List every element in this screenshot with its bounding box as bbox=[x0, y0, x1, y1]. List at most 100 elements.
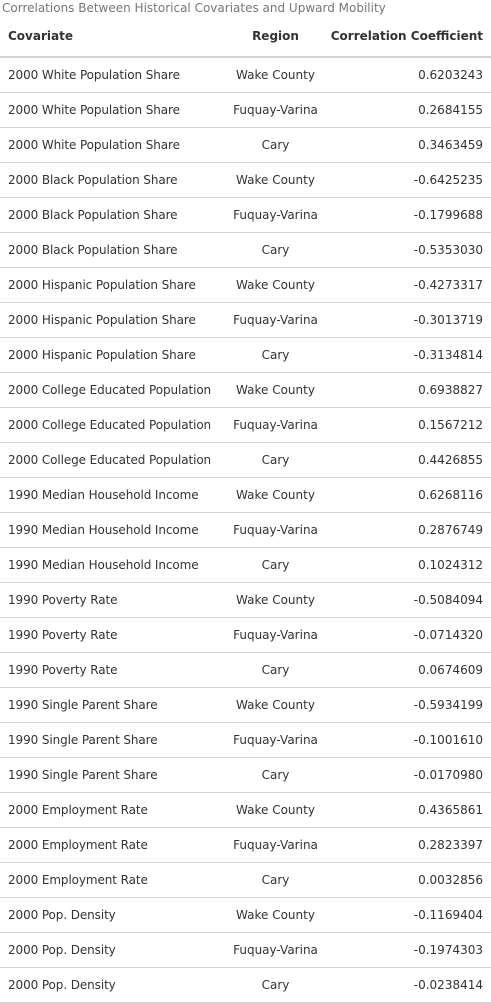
region-cell: Wake County bbox=[222, 477, 329, 513]
correlation-cell: -0.3134814 bbox=[329, 337, 491, 373]
correlation-cell: -0.6425235 bbox=[329, 162, 491, 198]
covariate-cell: 2000 Employment Rate bbox=[0, 792, 222, 828]
region-cell: Wake County bbox=[222, 57, 329, 93]
region-cell: Wake County bbox=[222, 897, 329, 933]
covariate-cell: 1990 Median Household Income bbox=[0, 512, 222, 548]
table-row: 2000 White Population Share Wake County 0.… bbox=[0, 57, 491, 93]
region-cell: Fuquay-Varina bbox=[222, 197, 329, 233]
table-body: 2000 White Population Share Wake County 0.… bbox=[0, 57, 491, 1003]
table-row: 2000 Black Population Share Wake County -0… bbox=[0, 162, 491, 198]
correlation-cell: -0.3013719 bbox=[329, 302, 491, 338]
covariate-cell: 2000 Employment Rate bbox=[0, 827, 222, 863]
table-row: 2000 Pop. Density Wake County -0.1169404 bbox=[0, 897, 491, 933]
region-cell: Fuquay-Varina bbox=[222, 827, 329, 863]
table-header: Covariate Region Correlation Coefficient bbox=[0, 16, 491, 58]
covariate-cell: 2000 Employment Rate bbox=[0, 862, 222, 898]
region-cell: Cary bbox=[222, 652, 329, 688]
table-row: 1990 Single Parent Share Fuquay-Varina -0.… bbox=[0, 722, 491, 758]
covariate-cell: 2000 Hispanic Population Share bbox=[0, 302, 222, 338]
table-row: 1990 Single Parent Share Wake County -0.59… bbox=[0, 687, 491, 723]
table-row: 2000 Hispanic Population Share Wake Count… bbox=[0, 267, 491, 303]
region-cell: Cary bbox=[222, 547, 329, 583]
covariate-cell: 1990 Median Household Income bbox=[0, 477, 222, 513]
covariate-cell: 2000 Black Population Share bbox=[0, 197, 222, 233]
table-row: 2000 White Population Share Fuquay-Varina… bbox=[0, 92, 491, 128]
region-cell: Wake County bbox=[222, 372, 329, 408]
region-cell: Fuquay-Varina bbox=[222, 617, 329, 653]
correlation-cell: 0.3463459 bbox=[329, 127, 491, 163]
region-cell: Wake County bbox=[222, 792, 329, 828]
region-cell: Cary bbox=[222, 442, 329, 478]
table-row: 2000 White Population Share Cary 0.3463459 bbox=[0, 127, 491, 163]
correlation-cell: -0.0170980 bbox=[329, 757, 491, 793]
covariate-cell: 2000 Pop. Density bbox=[0, 932, 222, 968]
header-row: Covariate Region Correlation Coefficient bbox=[0, 16, 491, 58]
correlation-cell: 0.2823397 bbox=[329, 827, 491, 863]
covariate-cell: 2000 Black Population Share bbox=[0, 162, 222, 198]
region-cell: Wake County bbox=[222, 267, 329, 303]
table-row: 1990 Median Household Income Fuquay-Varin… bbox=[0, 512, 491, 548]
covariate-cell: 1990 Poverty Rate bbox=[0, 617, 222, 653]
correlation-table: Covariate Region Correlation Coefficient… bbox=[0, 16, 491, 1003]
covariate-cell: 2000 College Educated Population bbox=[0, 407, 222, 443]
covariate-cell: 2000 Pop. Density bbox=[0, 897, 222, 933]
correlation-cell: -0.5934199 bbox=[329, 687, 491, 723]
correlation-cell: 0.1024312 bbox=[329, 547, 491, 583]
region-cell: Cary bbox=[222, 127, 329, 163]
table-row: 1990 Median Household Income Wake County 0… bbox=[0, 477, 491, 513]
covariate-cell: 1990 Single Parent Share bbox=[0, 687, 222, 723]
correlation-cell: -0.5084094 bbox=[329, 582, 491, 618]
covariate-cell: 2000 College Educated Population bbox=[0, 372, 222, 408]
covariate-cell: 2000 White Population Share bbox=[0, 92, 222, 128]
covariate-cell: 2000 White Population Share bbox=[0, 127, 222, 163]
region-cell: Wake County bbox=[222, 687, 329, 723]
correlation-cell: 0.6203243 bbox=[329, 57, 491, 93]
region-cell: Cary bbox=[222, 232, 329, 268]
covariate-cell: 2000 Black Population Share bbox=[0, 232, 222, 268]
correlation-cell: -0.1974303 bbox=[329, 932, 491, 968]
table-row: 2000 Pop. Density Fuquay-Varina -0.1974303 bbox=[0, 932, 491, 968]
correlation-cell: -0.1799688 bbox=[329, 197, 491, 233]
correlation-cell: 0.4365861 bbox=[329, 792, 491, 828]
region-cell: Cary bbox=[222, 337, 329, 373]
table-row: 2000 Employment Rate Cary 0.0032856 bbox=[0, 862, 491, 898]
table-row: 2000 Hispanic Population Share Fuquay-Var… bbox=[0, 302, 491, 338]
covariate-cell: 1990 Median Household Income bbox=[0, 547, 222, 583]
region-cell: Cary bbox=[222, 862, 329, 898]
region-cell: Fuquay-Varina bbox=[222, 407, 329, 443]
correlation-cell: -0.1169404 bbox=[329, 897, 491, 933]
column-header-correlation-coefficient: Correlation Coefficient bbox=[329, 16, 491, 58]
covariate-cell: 2000 Hispanic Population Share bbox=[0, 267, 222, 303]
covariate-cell: 2000 Pop. Density bbox=[0, 967, 222, 1003]
table-row: 2000 Hispanic Population Share Cary -0.313… bbox=[0, 337, 491, 373]
correlation-cell: 0.0674609 bbox=[329, 652, 491, 688]
covariate-cell: 1990 Single Parent Share bbox=[0, 757, 222, 793]
covariate-cell: 1990 Poverty Rate bbox=[0, 652, 222, 688]
column-header-covariate: Covariate bbox=[0, 16, 222, 58]
table-row: 2000 Employment Rate Wake County 0.4365861 bbox=[0, 792, 491, 828]
correlation-cell: 0.2684155 bbox=[329, 92, 491, 128]
covariate-cell: 2000 College Educated Population bbox=[0, 442, 222, 478]
region-cell: Fuquay-Varina bbox=[222, 722, 329, 758]
region-cell: Wake County bbox=[222, 162, 329, 198]
region-cell: Wake County bbox=[222, 582, 329, 618]
covariate-cell: 2000 Hispanic Population Share bbox=[0, 337, 222, 373]
region-cell: Cary bbox=[222, 967, 329, 1003]
correlation-cell: -0.0714320 bbox=[329, 617, 491, 653]
table-row: 2000 College Educated Population Wake Cou… bbox=[0, 372, 491, 408]
correlation-cell: 0.1567212 bbox=[329, 407, 491, 443]
correlation-cell: 0.4426855 bbox=[329, 442, 491, 478]
table-row: 2000 Black Population Share Cary -0.535303… bbox=[0, 232, 491, 268]
table-row: 1990 Poverty Rate Wake County -0.5084094 bbox=[0, 582, 491, 618]
correlation-cell: -0.1001610 bbox=[329, 722, 491, 758]
covariate-cell: 1990 Poverty Rate bbox=[0, 582, 222, 618]
table-row: 1990 Poverty Rate Cary 0.0674609 bbox=[0, 652, 491, 688]
correlation-cell: 0.2876749 bbox=[329, 512, 491, 548]
table-row: 2000 College Educated Population Fuquay-V… bbox=[0, 407, 491, 443]
correlation-cell: -0.0238414 bbox=[329, 967, 491, 1003]
region-cell: Cary bbox=[222, 757, 329, 793]
correlation-cell: 0.6268116 bbox=[329, 477, 491, 513]
column-header-region: Region bbox=[222, 16, 329, 58]
table-row: 2000 Employment Rate Fuquay-Varina 0.28233… bbox=[0, 827, 491, 863]
covariate-cell: 1990 Single Parent Share bbox=[0, 722, 222, 758]
